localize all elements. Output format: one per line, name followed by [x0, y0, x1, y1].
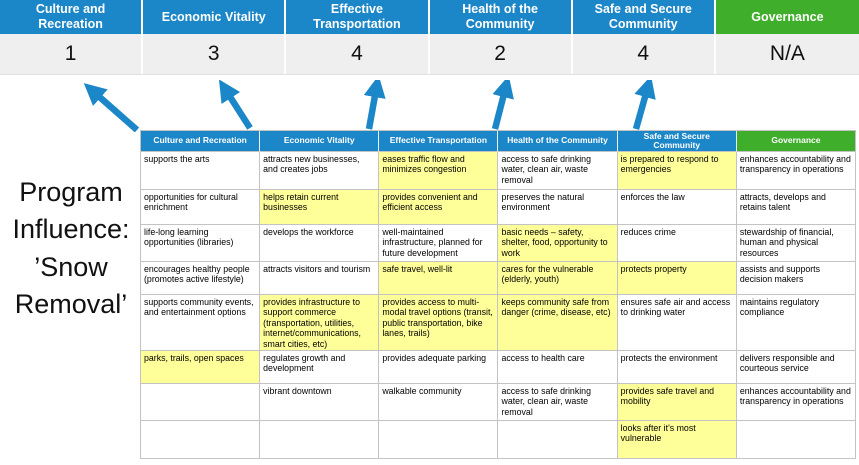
influence-matrix: Culture and Recreation Economic Vitality E… [140, 130, 856, 459]
matrix-cell [498, 421, 618, 459]
matrix-cell: life-long learning opportunities (librar… [141, 225, 261, 262]
matrix-header: Economic Vitality [260, 131, 380, 152]
matrix-cell: maintains regulatory compliance [736, 295, 856, 351]
matrix-cell: enhances accountability and transparency… [736, 384, 856, 421]
matrix-cell: provides convenient and efficient access [379, 190, 499, 225]
matrix-cell: supports the arts [141, 152, 261, 190]
matrix-cell: stewardship of financial, human and phys… [736, 225, 856, 262]
matrix-cell: provides adequate parking [379, 351, 499, 384]
summary-score-row: 1 3 4 2 4 N/A [0, 34, 859, 75]
summary-header: Economic Vitality [143, 0, 287, 34]
page-title: Program Influence: ’Snow Removal’ [12, 177, 130, 319]
arrow-icon [218, 80, 253, 130]
matrix-cell: provides infrastructure to support comme… [260, 295, 380, 351]
matrix-cell: reduces crime [617, 225, 737, 262]
matrix-cell: provides safe travel and mobility [617, 384, 737, 421]
matrix-cell: attracts visitors and tourism [260, 262, 380, 295]
matrix-cell [736, 421, 856, 459]
matrix-cell: vibrant downtown [260, 384, 380, 421]
matrix-header: Safe and Secure Community [617, 131, 737, 152]
matrix-cell: protects property [617, 262, 737, 295]
matrix-cell: well-maintained infrastructure, planned … [379, 225, 499, 262]
matrix-cell: attracts, develops and retains talent [736, 190, 856, 225]
matrix-cell: safe travel, well-lit [379, 262, 499, 295]
score-arrows [83, 80, 656, 132]
matrix-cell [141, 421, 261, 459]
matrix-cell [141, 384, 261, 421]
matrix-cell: provides access to multi-modal travel op… [379, 295, 499, 351]
matrix-cell: parks, trails, open spaces [141, 351, 261, 384]
matrix-cell: assists and supports decision makers [736, 262, 856, 295]
matrix-cell: eases traffic flow and minimizes congest… [379, 152, 499, 190]
matrix-cell: walkable community [379, 384, 499, 421]
matrix-header: Governance [736, 131, 856, 152]
matrix-cell: is prepared to respond to emergencies [617, 152, 737, 190]
arrow-icon [632, 80, 656, 130]
arrow-icon [491, 80, 514, 130]
matrix-cell: develops the workforce [260, 225, 380, 262]
summary-header: Safe and Secure Community [572, 0, 716, 34]
matrix-cell: protects the environment [617, 351, 737, 384]
matrix-cell: preserves the natural environment [498, 190, 618, 225]
matrix-cell: delivers responsible and courteous servi… [736, 351, 856, 384]
summary-score: 4 [573, 34, 716, 74]
matrix-cell: ensures safe air and access to drinking … [617, 295, 737, 351]
summary-score: 3 [143, 34, 287, 74]
matrix-cell [260, 421, 380, 459]
arrow-icon [83, 83, 140, 132]
matrix-cell: supports community events, and entertain… [141, 295, 261, 351]
matrix-cell: basic needs – safety, shelter, food, opp… [498, 225, 618, 262]
matrix-cell: keeps community safe from danger (crime,… [498, 295, 618, 351]
arrow-icon [363, 80, 386, 130]
summary-score: N/A [769, 42, 805, 65]
matrix-cell: attracts new businesses, and creates job… [260, 152, 380, 190]
matrix-cell [379, 421, 499, 459]
matrix-cell: access to safe drinking water, clean air… [498, 152, 618, 190]
matrix-cell: encourages healthy people (promotes acti… [141, 262, 261, 295]
matrix-header: Culture and Recreation [141, 131, 261, 152]
summary-header: Culture and Recreation [0, 0, 144, 34]
summary-score: 4 [286, 34, 430, 74]
matrix-cell: access to safe drinking water, clean air… [498, 384, 618, 421]
matrix-cell: enhances accountability and transparency… [736, 152, 856, 190]
summary-header-row: Culture and Recreation Economic Vitality E… [0, 0, 859, 34]
summary-header: Governance [715, 0, 859, 34]
matrix-cell: regulates growth and development [260, 351, 380, 384]
matrix-cell: helps retain current businesses [260, 190, 380, 225]
matrix-cell: cares for the vulnerable (elderly, youth… [498, 262, 618, 295]
summary-header: Effective Transportation [286, 0, 430, 34]
matrix-cell: access to health care [498, 351, 618, 384]
matrix-header: Health of the Community [498, 131, 618, 152]
summary-score: 1 [0, 34, 144, 74]
summary-header: Health of the Community [429, 0, 573, 34]
matrix-header: Effective Transportation [379, 131, 499, 152]
matrix-cell: enforces the law [617, 190, 737, 225]
matrix-cell: looks after it's most vulnerable [617, 421, 737, 459]
summary-score: 2 [430, 34, 573, 74]
matrix-cell: opportunities for cultural enrichment [141, 190, 261, 225]
